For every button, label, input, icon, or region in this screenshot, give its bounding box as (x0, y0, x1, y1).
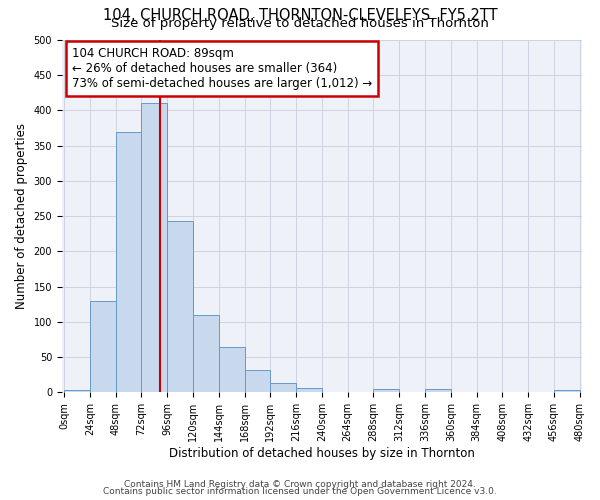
Bar (554, 390, 580, 392)
Text: 104 CHURCH ROAD: 89sqm
← 26% of detached houses are smaller (364)
73% of semi-de: 104 CHURCH ROAD: 89sqm ← 26% of detached… (73, 47, 373, 90)
Text: Contains HM Land Registry data © Crown copyright and database right 2024.: Contains HM Land Registry data © Crown c… (124, 480, 476, 489)
Bar (116, 132, 142, 392)
Bar (167, 221, 193, 392)
Bar (296, 388, 322, 392)
Bar (219, 346, 245, 393)
Text: Size of property relative to detached houses in Thornton: Size of property relative to detached ho… (111, 16, 489, 30)
Text: Contains public sector information licensed under the Open Government Licence v3: Contains public sector information licen… (103, 487, 497, 496)
Bar (373, 389, 399, 392)
Bar (271, 382, 296, 392)
Text: 104, CHURCH ROAD, THORNTON-CLEVELEYS, FY5 2TT: 104, CHURCH ROAD, THORNTON-CLEVELEYS, FY… (103, 8, 497, 22)
X-axis label: Distribution of detached houses by size in Thornton: Distribution of detached houses by size … (169, 447, 475, 460)
Bar (245, 370, 271, 392)
Bar (142, 104, 167, 393)
Bar (64, 390, 90, 392)
Bar (90, 301, 116, 392)
Y-axis label: Number of detached properties: Number of detached properties (15, 123, 28, 309)
Bar (425, 389, 451, 392)
Bar (193, 315, 219, 392)
